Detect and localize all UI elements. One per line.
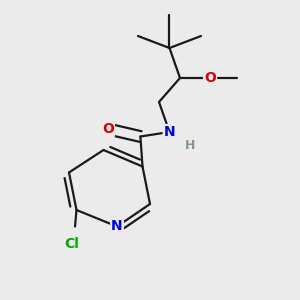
Text: O: O (102, 122, 114, 136)
Text: N: N (164, 125, 175, 139)
Text: N: N (111, 220, 123, 233)
Text: Cl: Cl (64, 238, 80, 251)
Text: O: O (204, 71, 216, 85)
Text: H: H (185, 139, 196, 152)
